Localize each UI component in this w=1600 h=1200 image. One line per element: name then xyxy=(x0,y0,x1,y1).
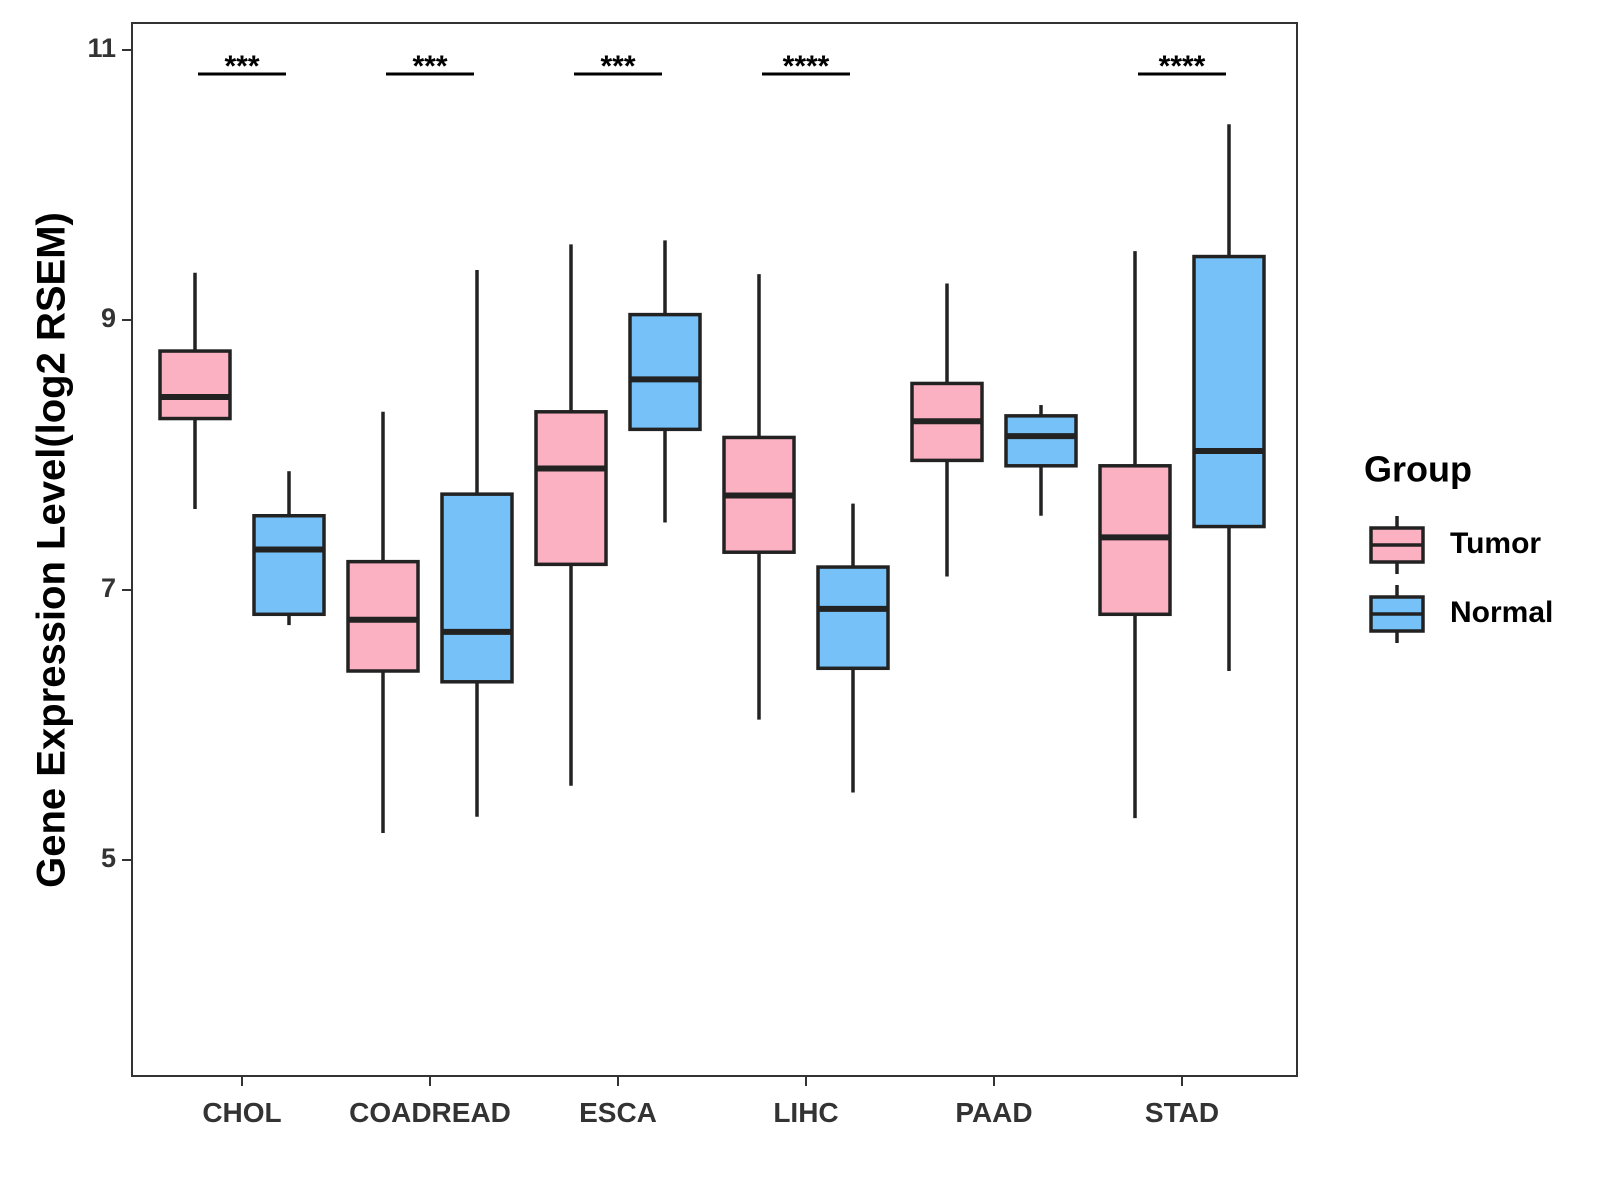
box-tumor-coadread xyxy=(346,411,420,833)
significance-label: **** xyxy=(783,50,830,83)
x-category-label: CHOL xyxy=(202,1097,281,1128)
box-groups xyxy=(158,124,1266,833)
box-iqr xyxy=(1004,414,1078,468)
box-normal-esca xyxy=(628,240,702,523)
significance-label: *** xyxy=(600,50,635,83)
x-category-label: ESCA xyxy=(579,1097,657,1128)
box-tumor-esca xyxy=(534,244,608,786)
y-tick-label: 7 xyxy=(101,573,116,603)
box-tumor-lihc xyxy=(722,274,796,720)
box-iqr xyxy=(158,349,232,421)
y-tick-label: 5 xyxy=(101,843,116,873)
box-tumor-paad xyxy=(910,283,984,577)
y-tick-label: 11 xyxy=(87,33,116,63)
box-normal-lihc xyxy=(816,503,890,793)
box-iqr xyxy=(346,559,420,673)
box-normal-coadread xyxy=(440,270,514,817)
legend-item-normal: Normal xyxy=(1369,585,1553,643)
box-iqr xyxy=(252,514,326,617)
legend: Group Tumor Normal xyxy=(1364,449,1553,643)
box-normal-chol xyxy=(252,471,326,626)
significance-label: **** xyxy=(1159,50,1206,83)
legend-label: Normal xyxy=(1450,596,1553,629)
y-axis: 5 7 9 11 xyxy=(87,33,132,873)
legend-title: Group xyxy=(1364,449,1472,490)
box-iqr xyxy=(628,312,702,432)
x-category-label: STAD xyxy=(1145,1097,1219,1128)
box-normal-paad xyxy=(1004,405,1078,516)
box-tumor-stad xyxy=(1098,251,1172,819)
x-category-label: COADREAD xyxy=(349,1097,511,1128)
x-axis: CHOL COADREAD ESCA LIHC PAAD STAD xyxy=(202,1076,1219,1128)
x-category-label: LIHC xyxy=(773,1097,838,1128)
y-tick-label: 9 xyxy=(101,303,116,333)
significance-label: *** xyxy=(412,50,447,83)
legend-item-tumor: Tumor xyxy=(1369,516,1541,574)
legend-label: Tumor xyxy=(1450,527,1541,560)
box-tumor-chol xyxy=(158,272,232,509)
significance-label: *** xyxy=(224,50,259,83)
y-axis-title: Gene Expression Level(log2 RSEM) xyxy=(30,212,74,888)
box-normal-stad xyxy=(1192,124,1266,671)
box-iqr xyxy=(534,410,608,567)
x-category-label: PAAD xyxy=(955,1097,1032,1128)
box-iqr xyxy=(440,492,514,684)
box-iqr xyxy=(816,565,890,671)
significance-annotations: *** *** *** **** **** xyxy=(198,50,1226,83)
box-iqr xyxy=(1192,254,1266,529)
